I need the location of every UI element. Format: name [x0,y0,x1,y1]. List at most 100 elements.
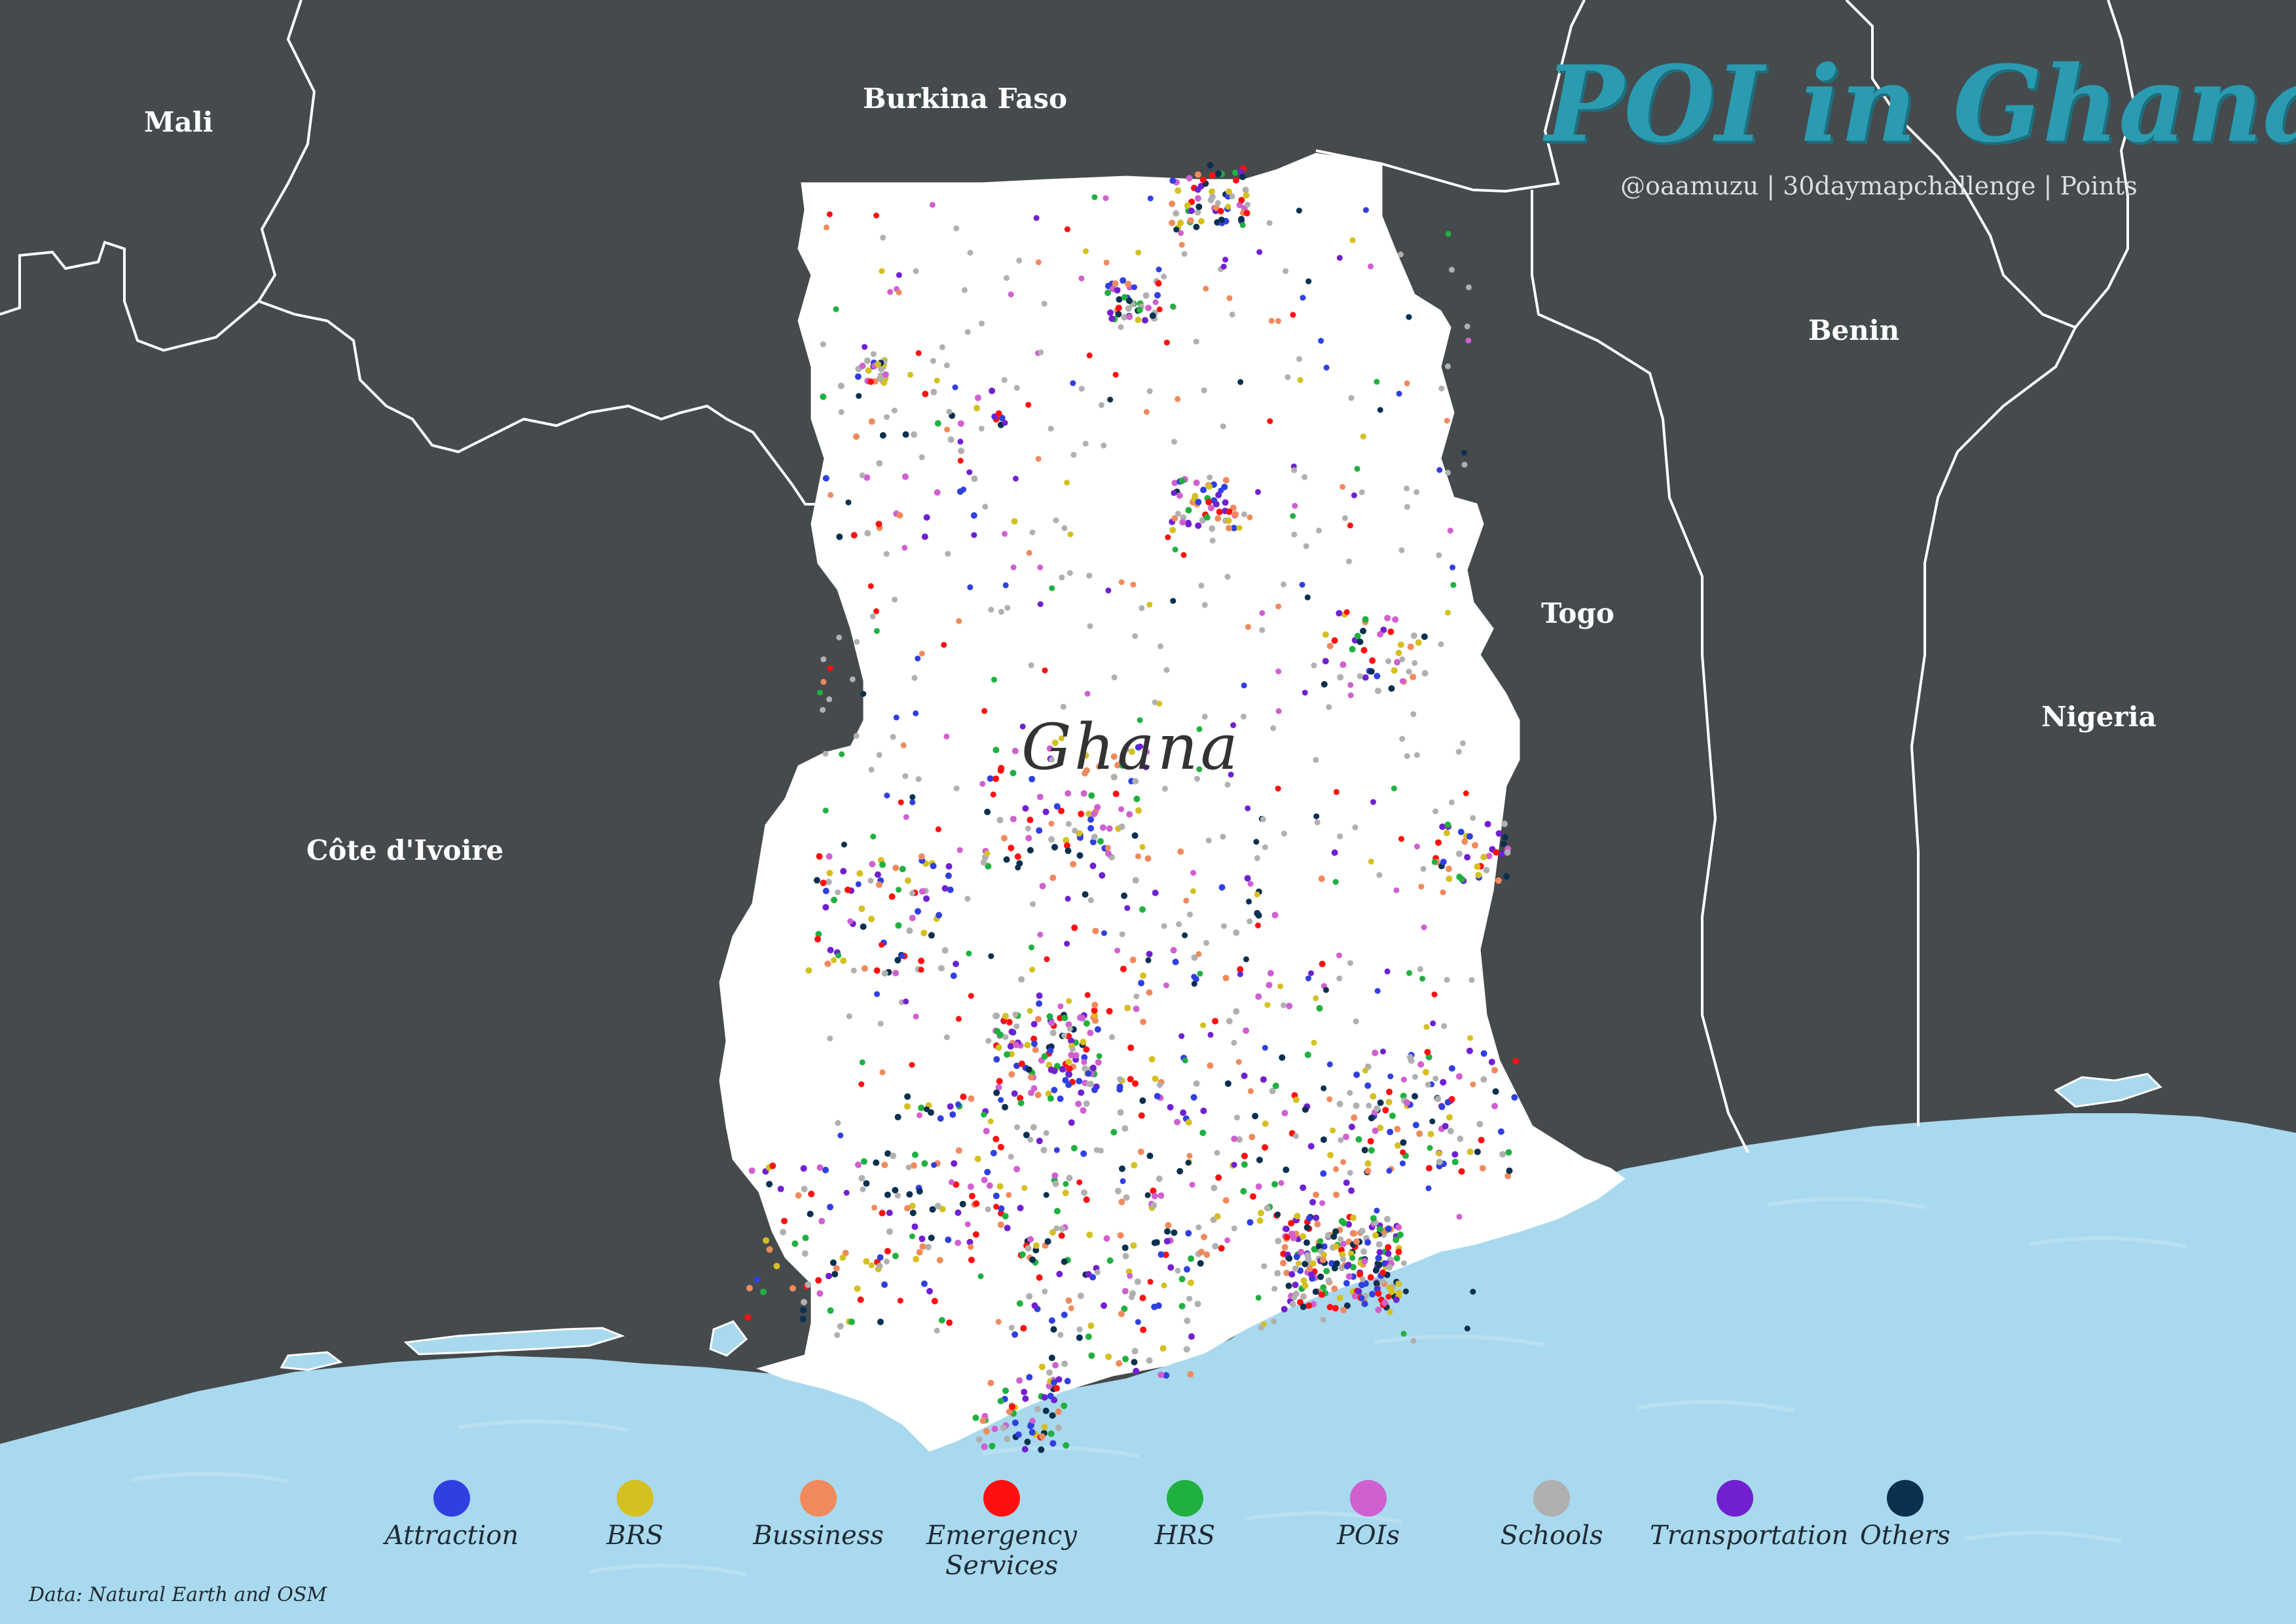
poi-point [1163,339,1170,346]
poi-point [1087,623,1093,629]
poi-point [1055,1424,1062,1431]
legend-label: POIs [1336,1521,1400,1551]
poi-point [1169,526,1176,534]
poi-point [825,878,832,885]
poi-point [996,1078,1003,1084]
poi-point [820,341,826,348]
poi-point [850,532,858,539]
poi-point [873,628,880,635]
poi-point [957,438,964,445]
poi-point [1343,1134,1349,1141]
poi-point [1203,514,1211,521]
poi-point [1240,713,1247,720]
poi-point [1063,837,1070,844]
poi-point [1010,564,1017,570]
poi-point [1156,1175,1163,1182]
poi-point [822,475,829,482]
poi-point [1064,479,1070,486]
poi-point [1030,1085,1038,1092]
legend-dot [1887,1480,1923,1517]
poi-point [988,953,994,959]
sea-texture [130,1196,2187,1576]
poi-point [1370,1093,1377,1100]
poi-point [1418,883,1425,890]
poi-point [1120,1178,1126,1185]
poi-point [1372,1267,1379,1274]
poi-point [923,895,930,902]
legend-dot [433,1480,470,1517]
poi-point [860,1158,867,1165]
poi-point [1081,1054,1088,1061]
poi-point [1412,1093,1419,1100]
poi-point [1008,291,1014,298]
poi-point [1465,337,1472,344]
poi-point [854,373,862,380]
poi-point [1091,1012,1099,1019]
poi-point [816,690,823,696]
poi-point [1347,692,1354,699]
poi-point [1292,1282,1299,1289]
poi-point [1057,1014,1064,1022]
poi-point [828,492,834,498]
poi-point [1398,836,1404,842]
poi-point [1216,508,1223,515]
poi-point [1302,474,1308,480]
poi-point [1320,1284,1327,1291]
poi-point [1146,1357,1153,1364]
poi-point [1309,1198,1317,1206]
poi-point [881,379,888,386]
poi-point [1292,1265,1299,1272]
poi-point [1377,407,1383,413]
poi-point [1241,682,1247,689]
poi-point [1053,1225,1060,1232]
poi-point [1134,1278,1141,1285]
poi-point [1049,1228,1056,1236]
poi-point [1253,839,1260,845]
poi-point [1343,1280,1350,1287]
poi-point [1348,395,1355,401]
poi-point [917,1112,922,1118]
poi-point [964,329,971,335]
poi-point [1089,1064,1097,1071]
poi-point [1059,574,1065,581]
poi-point [1457,828,1465,836]
poi-point [1294,1213,1301,1219]
poi-point [1400,1077,1407,1083]
poi-point [881,1281,888,1288]
poi-point [1029,1429,1036,1436]
poi-point [1387,1128,1394,1135]
poi-point [1006,1408,1013,1415]
poi-point [1115,310,1122,318]
poi-point [1440,1079,1447,1086]
poi-point [1215,1174,1222,1181]
poi-point [968,993,974,999]
poi-point [1211,1185,1218,1192]
poi-point [1260,816,1266,822]
poi-point [1084,992,1091,998]
poi-point [1463,790,1469,796]
poi-point [1044,956,1050,963]
poi-point [1026,549,1032,556]
poi-point [820,707,826,713]
poi-point [1412,1122,1419,1128]
poi-point [1218,487,1224,494]
poi-point [1133,1367,1140,1375]
poi-point [827,665,833,671]
poi-point [1414,843,1420,850]
poi-point [916,1249,923,1256]
poi-point [1440,889,1446,896]
poi-point [1027,1008,1033,1014]
poi-point [1250,1193,1256,1200]
poi-point [1127,1076,1134,1082]
poi-point [792,1240,799,1247]
poi-point [1048,1020,1055,1027]
poi-point [1147,195,1154,202]
poi-point [1300,1233,1307,1240]
poi-point [1480,1076,1487,1083]
poi-point [813,877,820,884]
poi-point [1180,1109,1187,1116]
poi-point [1410,632,1417,639]
poi-point [840,868,847,875]
poi-point [1479,1165,1486,1172]
poi-point [886,1228,893,1235]
